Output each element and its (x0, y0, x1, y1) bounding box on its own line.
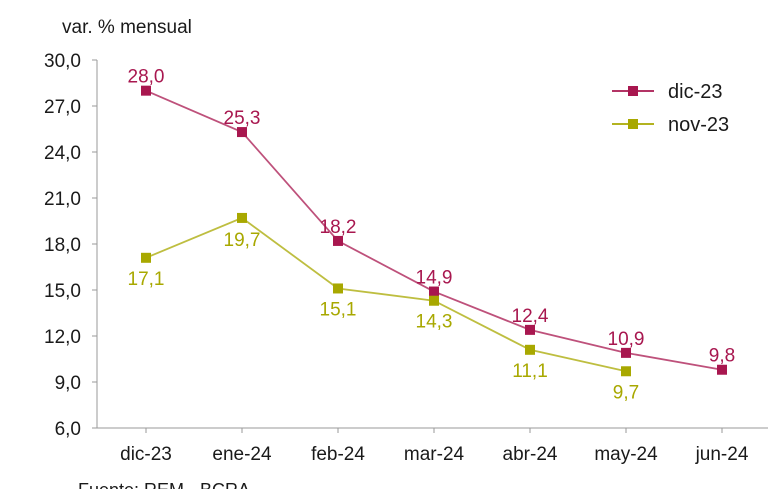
legend-item: dic-23 (612, 81, 722, 103)
x-tick-label: feb-24 (311, 444, 365, 465)
x-tick-label: ene-24 (212, 444, 272, 465)
x-tick-label: mar-24 (404, 444, 465, 465)
x-tick-label: may-24 (594, 444, 658, 465)
data-label: 28,0 (128, 67, 165, 88)
data-label: 12,4 (512, 306, 549, 327)
y-tick-label: 18,0 (44, 235, 81, 256)
data-point (333, 235, 343, 246)
data-label: 9,7 (613, 382, 639, 403)
data-point (237, 212, 247, 223)
data-label: 14,9 (416, 268, 453, 289)
data-point (333, 283, 343, 294)
data-point (429, 295, 439, 306)
data-label: 17,1 (128, 269, 165, 290)
y-tick-label: 9,0 (55, 373, 81, 394)
y-tick-label: 30,0 (44, 51, 81, 72)
y-tick-label: 27,0 (44, 97, 81, 118)
data-point (621, 366, 631, 377)
legend-marker (628, 119, 638, 129)
y-tick-label: 15,0 (44, 281, 81, 302)
data-point (237, 127, 247, 138)
data-label: 18,2 (320, 217, 357, 238)
data-point (525, 324, 535, 335)
x-tick-label: dic-23 (120, 444, 172, 465)
y-tick-label: 21,0 (44, 189, 81, 210)
legend-label: dic-23 (668, 81, 722, 103)
data-label: 19,7 (224, 230, 261, 251)
source-note: Fuente: REM - BCRA (78, 480, 250, 489)
legend-label: nov-23 (668, 114, 729, 136)
data-label: 11,1 (512, 361, 548, 382)
legend-item: nov-23 (612, 114, 729, 136)
legend-marker (628, 86, 638, 96)
y-tick-label: 12,0 (44, 327, 81, 348)
data-point (141, 252, 151, 263)
y-axis-title: var. % mensual (62, 17, 192, 38)
data-label: 15,1 (320, 299, 357, 320)
data-label: 10,9 (608, 329, 645, 350)
data-point (717, 364, 727, 375)
y-axis-ticks: 6,0 9,0 12,0 15,0 18,0 21,0 24,0 27,0 30,0 (44, 51, 97, 440)
x-axis-ticks: dic-23 ene-24 feb-24 mar-24 abr-24 may-24 jun-… (120, 428, 749, 465)
series-line (145, 216, 627, 373)
series-dic-23: 28,0 25,3 18,2 14,9 12,4 10,9 9,8 (128, 67, 735, 375)
x-tick-label: jun-24 (695, 444, 749, 465)
data-point (621, 347, 631, 358)
data-label: 14,3 (416, 312, 453, 333)
x-tick-label: abr-24 (503, 444, 558, 465)
data-point (525, 344, 535, 355)
data-label: 9,8 (709, 346, 735, 367)
series-layer: 28,025,318,214,912,410,99,817,119,715,11… (128, 67, 736, 404)
data-label: 25,3 (224, 108, 261, 129)
y-tick-label: 6,0 (55, 419, 81, 440)
series-nov-23: 17,1 19,7 15,1 14,3 11,1 9,7 (128, 212, 639, 403)
legend: dic-23 nov-23 (612, 81, 729, 136)
data-point (429, 286, 439, 297)
y-tick-label: 24,0 (44, 143, 81, 164)
data-point (141, 85, 151, 96)
